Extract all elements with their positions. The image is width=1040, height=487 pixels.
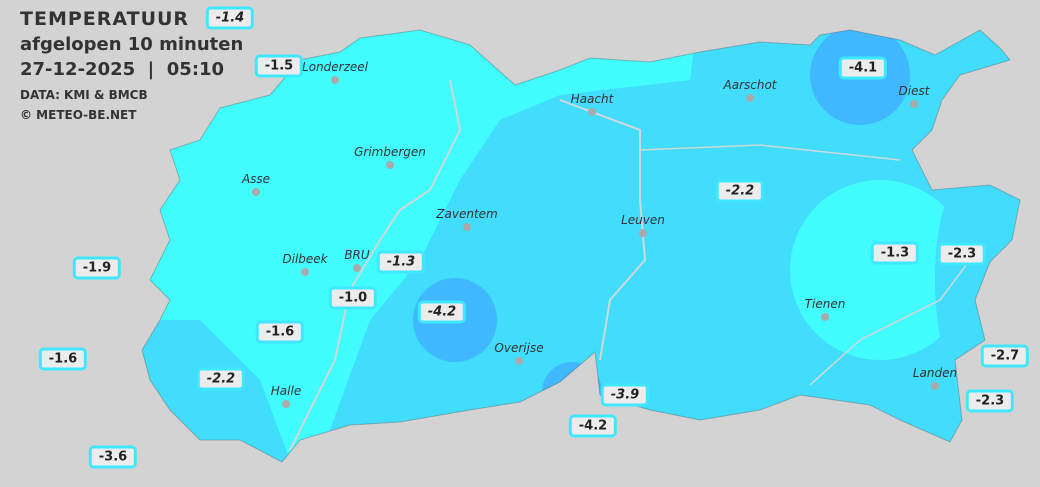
city-marker	[821, 313, 829, 321]
city-label: Zaventem	[436, 207, 498, 221]
temperature-reading: -1.6	[38, 347, 88, 371]
temperature-reading: -3.9	[600, 383, 650, 407]
city-marker	[301, 268, 309, 276]
city-label: Grimbergen	[354, 145, 426, 159]
city-label: Aarschot	[723, 78, 777, 92]
zone-mid-east	[935, 185, 985, 375]
temperature-reading: -1.3	[870, 241, 920, 265]
city-label: Diest	[898, 84, 930, 98]
city-label: BRU	[344, 248, 370, 262]
city-label: Haacht	[570, 92, 614, 106]
temperature-reading: -4.2	[568, 414, 618, 438]
city-marker	[331, 76, 339, 84]
region-border	[289, 79, 462, 451]
city-label: Asse	[241, 172, 271, 186]
temperature-reading: -2.2	[196, 367, 246, 391]
city-label: Leuven	[621, 213, 665, 227]
temperature-reading: -2.7	[980, 344, 1030, 368]
city-marker	[931, 382, 939, 390]
province-border-east	[639, 144, 901, 161]
city-marker	[252, 188, 260, 196]
temperature-reading: -1.0	[328, 286, 378, 310]
zone-light-tienen	[790, 180, 970, 360]
temperature-reading: -4.1	[838, 56, 888, 80]
map-datetime: 27-12-2025 | 05:10	[20, 59, 225, 80]
map-subtitle: afgelopen 10 minuten	[20, 34, 244, 55]
temperature-reading: -2.2	[715, 179, 765, 203]
city-label: Dilbeek	[282, 252, 328, 266]
temperature-reading: -1.4	[205, 6, 255, 30]
city-label: Tienen	[804, 297, 846, 311]
city-marker	[746, 94, 754, 102]
temperature-reading: -1.6	[255, 320, 305, 344]
city-marker	[463, 223, 471, 231]
city-label: Overijse	[494, 341, 544, 355]
temperature-reading: -2.3	[937, 242, 987, 266]
temperature-reading: -2.3	[965, 389, 1015, 413]
map-title: TEMPERATUUR	[20, 8, 190, 30]
city-marker	[353, 264, 361, 272]
city-marker	[639, 229, 647, 237]
temperature-reading: -1.5	[254, 54, 304, 78]
zone-deep-south	[542, 362, 602, 422]
city-label: Landen	[912, 366, 958, 380]
temperature-reading: -1.3	[376, 250, 426, 274]
city-marker	[386, 161, 394, 169]
city-label: Halle	[270, 384, 302, 398]
temperature-reading: -3.6	[88, 445, 138, 469]
city-label: Londerzeel	[302, 60, 368, 74]
temperature-reading: -4.2	[417, 300, 467, 324]
temperature-reading: -1.9	[72, 256, 122, 280]
city-marker	[910, 100, 918, 108]
city-marker	[282, 400, 290, 408]
province-border-landen	[809, 259, 971, 386]
copyright: © METEO-BE.NET	[20, 108, 137, 122]
city-marker	[588, 108, 596, 116]
city-marker	[515, 357, 523, 365]
data-source: DATA: KMI & BMCB	[20, 88, 148, 102]
